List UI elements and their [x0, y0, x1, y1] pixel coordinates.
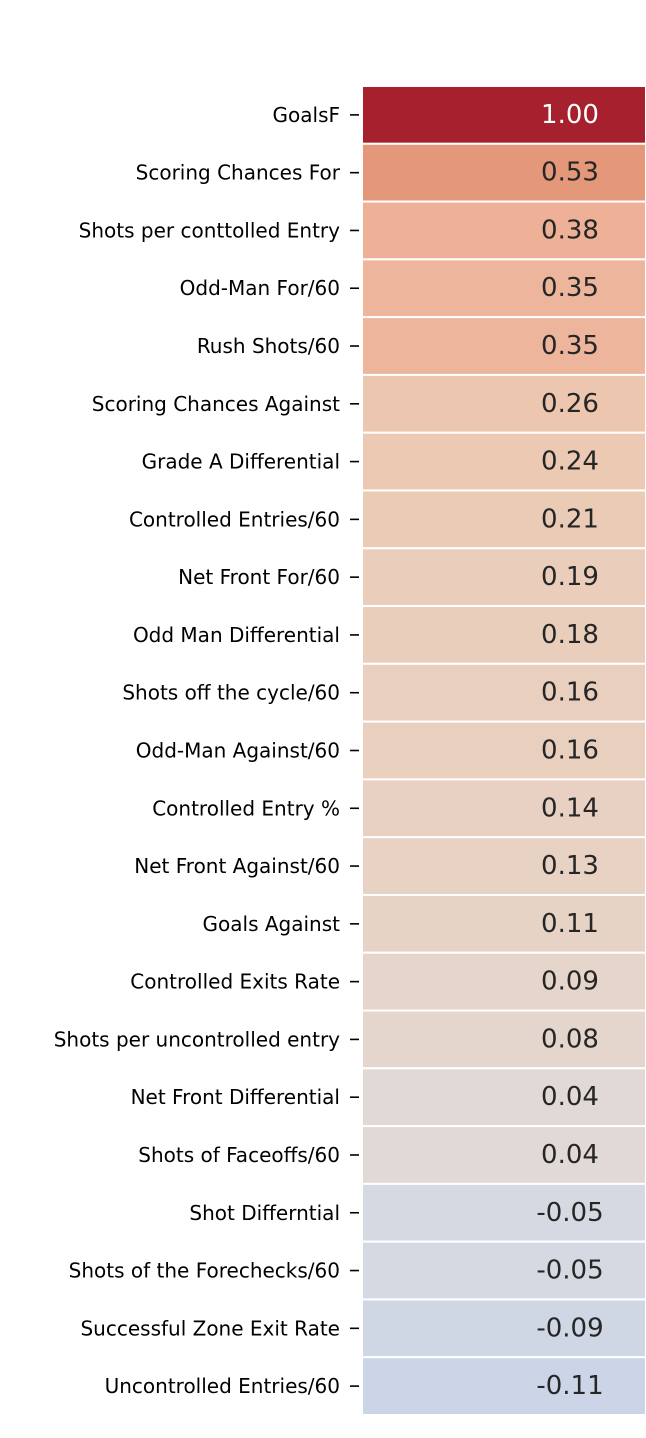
y-tick-label: Successful Zone Exit Rate [80, 1316, 340, 1340]
y-tick-label: Odd Man Differential [133, 623, 340, 647]
y-tick-label: Goals Against [203, 912, 341, 936]
y-tick-label: GoalsF [273, 103, 340, 127]
cell-value-label: -0.05 [536, 1256, 603, 1286]
heatmap-cells: 1.00 0.53 0.38 0.35 0.35 0.26 0.24 0.21 0.19 0.18… [361, 85, 646, 1417]
heatmap-cell [361, 258, 646, 319]
heatmap-cell [361, 1240, 646, 1301]
heatmap-cell [361, 1182, 646, 1243]
heatmap-cell [361, 1356, 646, 1417]
y-tick-label: Shot Differntial [189, 1201, 340, 1225]
y-tick-label: Shots per conttolled Entry [79, 218, 340, 242]
y-tick-label: Grade A Differential [142, 450, 340, 474]
y-tick-label: Shots off the cycle/60 [122, 681, 340, 705]
cell-value-label: 0.21 [541, 504, 599, 534]
y-tick-label: Controlled Entries/60 [129, 507, 340, 531]
cell-value-label: 1.00 [541, 100, 599, 130]
heatmap-cell [361, 547, 646, 608]
heatmap-cell [361, 951, 646, 1012]
heatmap-cell [361, 1009, 646, 1070]
cell-value-label: 0.24 [541, 447, 599, 477]
cell-value-label: 0.11 [541, 909, 599, 939]
cell-value-label: 0.09 [541, 967, 599, 997]
heatmap-cell [361, 605, 646, 665]
cell-value-label: 0.14 [541, 793, 599, 823]
heatmap-cell [361, 373, 646, 434]
heatmap-cell [361, 200, 646, 261]
y-tick-label: Shots of the Forechecks/60 [69, 1259, 340, 1283]
cell-value-label: 0.16 [541, 736, 599, 766]
heatmap-cell [361, 1067, 646, 1128]
cell-value-label: 0.38 [541, 215, 599, 245]
y-tick-label: Controlled Exits Rate [130, 970, 340, 994]
heatmap-cell [361, 836, 646, 896]
y-tick-label: Uncontrolled Entries/60 [105, 1374, 340, 1398]
y-tick-label: Net Front Against/60 [134, 854, 340, 878]
heatmap-cell [361, 431, 646, 492]
y-tick-label: Net Front Differential [131, 1085, 340, 1109]
y-tick-label: Scoring Chances Against [92, 392, 340, 416]
cell-value-label: 0.04 [541, 1082, 599, 1112]
heatmap-cell [361, 662, 646, 723]
cell-value-label: 0.53 [541, 158, 599, 188]
heatmap-cell [361, 85, 646, 145]
cell-value-label: 0.19 [541, 562, 599, 592]
cell-value-label: -0.05 [536, 1198, 603, 1228]
cell-value-label: 0.26 [541, 389, 599, 419]
heatmap-cell [361, 720, 646, 781]
heatmap-cell [361, 1125, 646, 1185]
cell-value-label: -0.11 [536, 1371, 603, 1401]
y-tick-label: Odd-Man Against/60 [136, 739, 340, 763]
cell-value-label: 0.08 [541, 1024, 599, 1054]
cell-value-label: -0.09 [536, 1313, 603, 1343]
heatmap-cell [361, 1298, 646, 1359]
cell-value-label: 0.35 [541, 331, 599, 361]
heatmap-cell [361, 778, 646, 839]
y-tick-label: Net Front For/60 [178, 565, 340, 589]
cell-value-label: 0.04 [541, 1140, 599, 1170]
cell-value-label: 0.18 [541, 620, 599, 650]
y-tick-label: Controlled Entry % [152, 796, 340, 820]
cell-value-label: 0.35 [541, 273, 599, 303]
row-labels: GoalsF Scoring Chances For Shots per contt… [54, 103, 359, 1398]
heatmap-cell [361, 893, 646, 954]
y-tick-label: Scoring Chances For [136, 161, 341, 185]
y-tick-label: Shots of Faceoffs/60 [138, 1143, 340, 1167]
cell-value-label: 0.16 [541, 678, 599, 708]
cell-value-label: 0.13 [541, 851, 599, 881]
heatmap-cell [361, 316, 646, 376]
y-tick-label: Rush Shots/60 [197, 334, 340, 358]
y-tick-label: Shots per uncontrolled entry [54, 1027, 340, 1051]
heatmap-cell [361, 142, 646, 203]
y-tick-label: Odd-Man For/60 [180, 276, 340, 300]
heatmap-cell [361, 489, 646, 550]
